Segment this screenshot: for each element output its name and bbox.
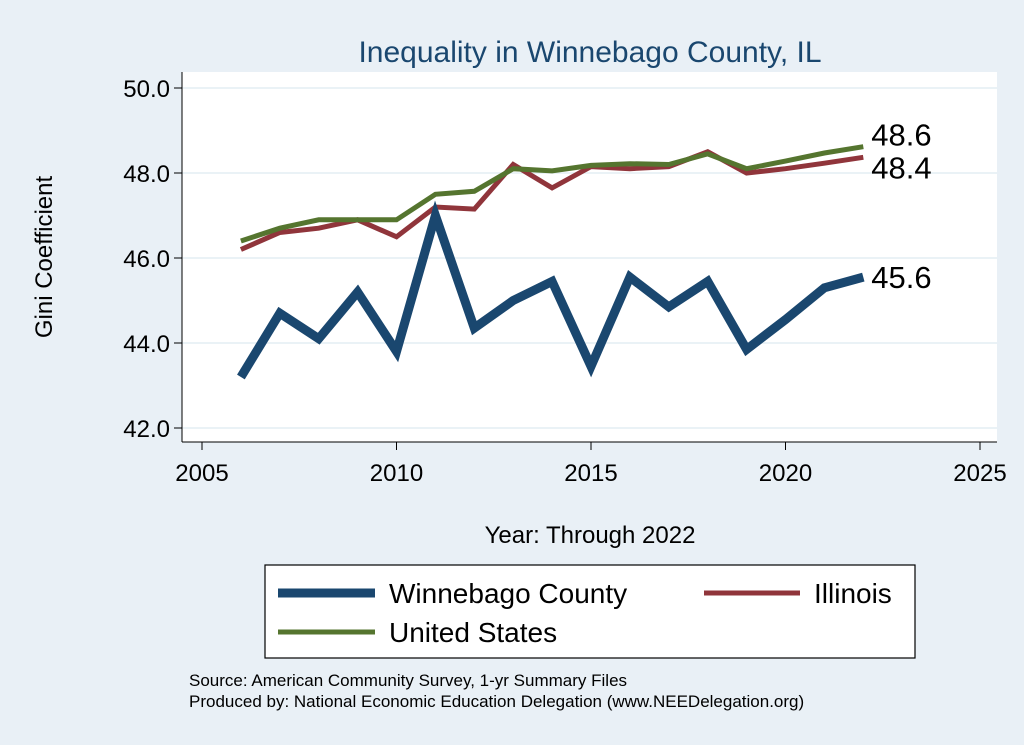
x-tick-label: 2010 bbox=[370, 460, 423, 487]
x-tick-label: 2025 bbox=[953, 460, 1006, 487]
series-line-winnebago bbox=[237, 200, 865, 380]
end-label-illinois: 48.4 bbox=[871, 150, 931, 185]
y-tick-label: 46.0 bbox=[123, 246, 170, 273]
x-axis-label: Year: Through 2022 bbox=[485, 522, 696, 549]
y-tick-label: 50.0 bbox=[123, 76, 170, 103]
series-group bbox=[237, 144, 865, 380]
producer-note: Produced by: National Economic Education… bbox=[189, 692, 804, 711]
y-tick-label: 44.0 bbox=[123, 331, 170, 358]
x-tick-label: 2015 bbox=[564, 460, 617, 487]
chart-title: Inequality in Winnebago County, IL bbox=[358, 36, 821, 69]
legend-label-united-states: United States bbox=[389, 617, 557, 648]
source-note: Source: American Community Survey, 1-yr … bbox=[189, 671, 627, 690]
legend: Winnebago County Illinois United States bbox=[264, 564, 916, 659]
y-tick-label: 48.0 bbox=[123, 161, 170, 188]
y-ticks: 42.0 44.0 46.0 48.0 50.0 bbox=[123, 76, 182, 443]
x-tick-label: 2005 bbox=[175, 460, 228, 487]
x-tick-label: 2020 bbox=[759, 460, 812, 487]
legend-label-winnebago: Winnebago County bbox=[389, 578, 627, 609]
end-labels: 45.6 48.448.6 bbox=[871, 118, 931, 295]
end-label-united-states: 48.6 bbox=[871, 118, 931, 153]
plot-area bbox=[182, 72, 997, 442]
series-line-united-states bbox=[240, 144, 864, 244]
y-tick-label: 42.0 bbox=[123, 416, 170, 443]
legend-label-illinois: Illinois bbox=[814, 578, 892, 609]
legend-box bbox=[264, 564, 916, 659]
x-ticks: 2005 2010 2015 2020 2025 bbox=[175, 442, 1007, 487]
series-line-illinois bbox=[239, 149, 864, 252]
y-axis-label: Gini Coefficient bbox=[31, 176, 58, 339]
end-label-winnebago: 45.6 bbox=[871, 260, 931, 295]
